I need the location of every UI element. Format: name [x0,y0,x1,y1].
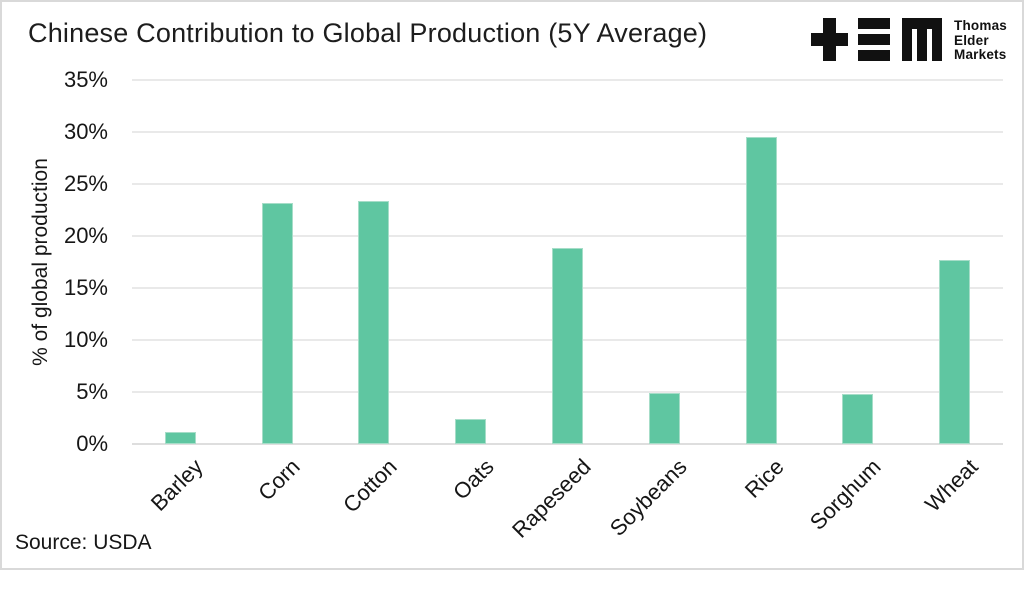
y-tick-label-30: 30% [63,119,108,144]
gridline-0 [132,443,1003,445]
logo-plus-icon [811,18,849,61]
bar-rapeseed [552,248,583,444]
gridline-30 [132,131,1003,133]
logo-text-line1: Thomas [954,18,1007,33]
logo-text-line2: Elder [954,32,989,48]
bar-soybeans [648,393,680,444]
y-tick-label-35: 35% [63,67,108,92]
y-tick-label-25: 25% [63,171,108,196]
logo-wordmark: Thomas Elder Markets [954,18,1007,63]
bar-cotton [358,200,390,444]
y-tick-label-5: 5% [76,379,108,404]
y-tick-label-0: 0% [76,431,108,456]
bar-rice [745,137,777,444]
thomas-elder-markets-logo: Thomas Elder Markets [811,18,1007,63]
gridline-25 [132,183,1003,185]
plot-area [132,79,1003,445]
chart-title: Chinese Contribution to Global Productio… [28,18,708,48]
bar-sorghum [842,394,874,444]
logo-e-bars-icon [858,18,891,61]
y-tick-label-20: 20% [63,223,108,248]
y-tick-label-10: 10% [63,327,108,352]
gridline-35 [132,79,1003,81]
source-note: Source: USDA [15,531,152,554]
bar-oats [455,419,487,444]
gridline-20 [132,235,1003,237]
bar-wheat [939,259,971,444]
logo-text-line3: Markets [954,47,1007,63]
logo-m-icon [902,18,943,61]
bar-corn [261,202,293,444]
bar-barley [164,431,196,444]
y-tick-label-15: 15% [63,275,108,300]
